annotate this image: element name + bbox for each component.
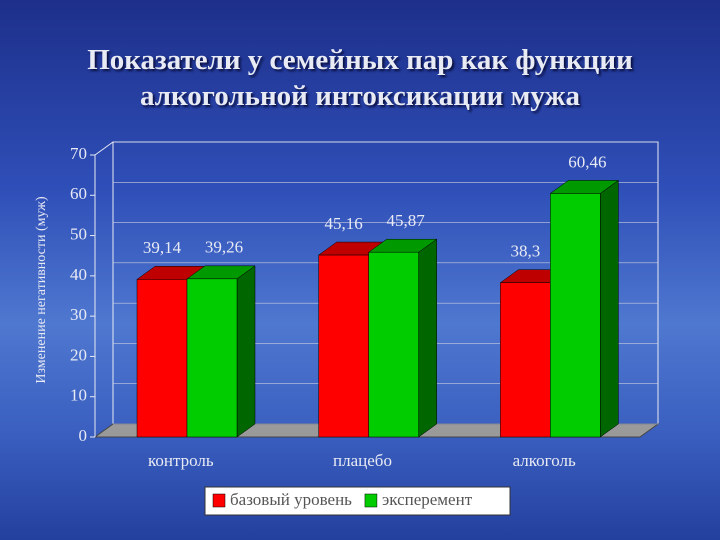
legend: базовый уровень эксперемент [204,486,511,516]
y-tick-label: 0 [79,426,88,445]
value-label: 60,46 [568,152,606,171]
y-axis-depth [94,141,114,156]
bar [318,254,369,438]
legend-box [204,486,511,516]
legend-label: базовый уровень [230,490,352,509]
value-label: 45,87 [387,211,426,230]
y-tick-label: 60 [70,184,87,203]
value-label: 38,3 [510,242,540,261]
y-tick-label: 30 [70,305,87,324]
bar [550,193,601,438]
y-tick-label: 10 [70,386,87,405]
value-label: 39,14 [143,238,182,257]
value-label: 45,16 [325,214,363,233]
y-tick-label: 70 [70,144,87,163]
bar [186,278,238,438]
bar-side [600,179,619,438]
bar [136,279,188,438]
bar-side [418,238,437,438]
bar [368,251,419,438]
legend-swatch [364,493,378,508]
chart-title: Показатели у семейных пар как функции ал… [87,44,633,112]
y-tick-label: 40 [70,265,87,284]
y-axis-label: Изменение негативности (муж) [34,196,49,384]
x-tick-label: плацебо [333,451,392,470]
bar [500,282,551,438]
x-tick-label: алкоголь [513,451,576,470]
value-label: 39,26 [205,238,243,257]
legend-swatch [212,493,226,508]
y-tick-label: 20 [70,345,87,364]
y-tick-label: 50 [70,224,87,243]
legend-label: эксперемент [382,490,473,509]
bar-side [236,265,256,438]
x-tick-label: контроль [148,451,214,470]
